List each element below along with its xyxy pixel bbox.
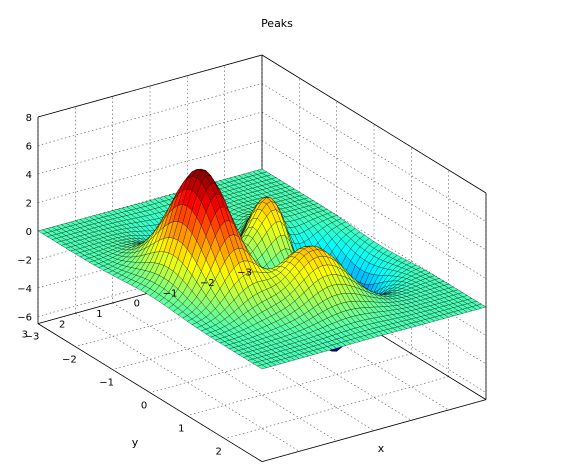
z-tick-label: −4 [17,284,32,295]
surface-mesh [37,168,487,370]
y-tick-label: 1 [96,309,102,320]
x-tick-label: −2 [62,355,77,366]
x-axis-label: x [378,442,385,455]
axes-box-front [37,323,487,463]
axes-box-back [37,54,487,462]
x-tick-label: 2 [215,447,221,458]
x-tick-label: 1 [178,424,184,435]
z-tick-label: 2 [26,199,32,210]
z-tick-label: 6 [26,142,32,153]
axes-edge [261,54,487,194]
y-tick-label: −3 [237,268,252,279]
axes-edge [37,323,263,462]
grid-line [37,83,263,146]
axes-edge [261,399,487,463]
y-tick-label: 2 [59,319,65,330]
grid-line [37,168,263,232]
y-tick-label: 3 [22,330,28,341]
grid-line [187,353,412,416]
z-tick-label: 4 [26,170,32,181]
y-tick-label: 0 [134,299,140,310]
grid-line [224,376,449,439]
y-tick-label: −1 [163,288,178,299]
z-tick-label: 0 [26,227,32,238]
grid-line [37,140,263,203]
axes-edge [37,54,263,118]
grid-line [37,111,263,175]
x-tick-label: 0 [141,401,147,412]
y-tick-label: −2 [200,278,215,289]
surface-patch [256,364,268,370]
x-tick-label: −3 [25,332,40,343]
chart-title: Peaks [261,17,293,30]
z-tick-label: −2 [17,256,32,267]
x-tick-label: −1 [99,378,114,389]
y-axis-label: y [132,436,139,449]
z-tick-label: 8 [26,113,32,124]
z-tick-label: −6 [17,313,32,324]
